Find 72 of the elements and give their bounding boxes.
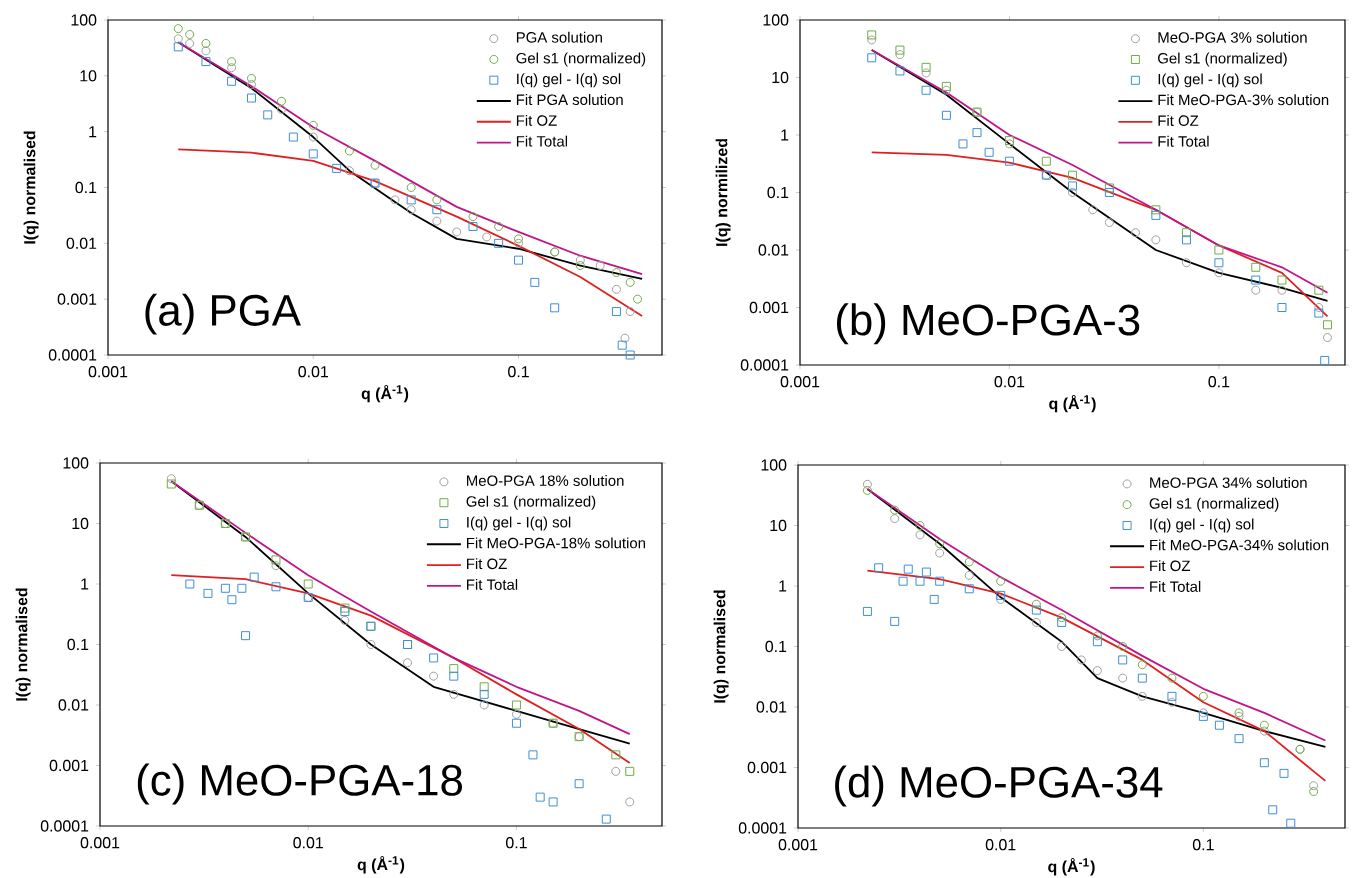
- y-tick-label: 0.01: [58, 699, 89, 711]
- legend-label: Gel s1 (normalized): [516, 52, 646, 67]
- y-tick-label: 0.001: [749, 301, 789, 314]
- legend-label: I(q) gel - I(q) sol: [1158, 73, 1262, 88]
- x-tick-label: 0.1: [1208, 376, 1230, 388]
- legend-label: MeO-PGA 34% solution: [1150, 477, 1307, 488]
- legend-label: Fit OZ: [516, 114, 557, 126]
- legend-label: Gel s1 (normalized): [1149, 497, 1279, 512]
- legend-label: Fit Total: [1150, 580, 1201, 592]
- y-tick-label: 1: [779, 580, 787, 592]
- legend-label: Fit Total: [467, 578, 518, 590]
- legend-label: Fit Total: [516, 135, 568, 147]
- legend-label: Fit OZ: [467, 558, 507, 570]
- legend-label: Fit MeO-PGA-18% solution: [467, 537, 646, 549]
- x-tick-label: 0.01: [298, 366, 328, 378]
- y-tick-label: 0.1: [67, 638, 89, 651]
- legend-label: Fit OZ: [1158, 114, 1199, 126]
- legend-label: Fit MeO-PGA-3% solution: [1158, 94, 1329, 106]
- y-tick-label: 1: [81, 578, 89, 590]
- x-tick-label: 0.01: [293, 837, 323, 849]
- y-tick-label: 10: [72, 517, 89, 530]
- y-tick-label: 0.01: [66, 237, 97, 249]
- legend-label: Gel s1 (normalized): [466, 495, 596, 510]
- annotation: (b) MeO-PGA-3: [837, 303, 1140, 345]
- x-axis-title: q (Å$^{-1}$): [1048, 858, 1095, 876]
- x-tick-label: 0.01: [994, 376, 1025, 388]
- y-tick-label: 0.001: [49, 759, 89, 772]
- y-tick-label: 0.0001: [48, 349, 97, 361]
- annotation: (d) MeO-PGA-34: [835, 765, 1163, 807]
- y-tick-label: 10: [80, 70, 97, 82]
- y-tick-label: 10: [772, 71, 789, 84]
- legend-label: I(q) gel - I(q) sol: [467, 516, 571, 531]
- y-tick-label: 0.0001: [740, 359, 789, 371]
- y-axis-title: I(q) normalised: [713, 590, 729, 703]
- y-tick-label: 0.0001: [40, 820, 89, 832]
- y-tick-label: 0.1: [765, 640, 787, 653]
- legend-label: MeO-PGA 18% solution: [467, 475, 624, 486]
- y-tick-label: 1: [89, 126, 97, 138]
- x-axis-title: q (Å$^{-1}$): [361, 385, 409, 403]
- y-tick-label: 0.001: [747, 761, 787, 774]
- y-axis-title: I(q) normalised: [15, 588, 31, 701]
- y-tick-label: 10: [770, 519, 787, 532]
- annotation: (a) PGA: [145, 293, 301, 335]
- legend-label: I(q) gel - I(q) sol: [1150, 518, 1254, 533]
- y-tick-label: 0.0001: [738, 822, 787, 834]
- y-tick-label: 100: [763, 14, 789, 26]
- legend-label: Fit PGA solution: [516, 94, 623, 106]
- y-tick-label: 0.1: [75, 181, 97, 194]
- x-tick-label: 0.1: [1192, 839, 1214, 851]
- y-tick-label: 0.01: [758, 244, 789, 256]
- legend-label: I(q) gel - I(q) sol: [517, 73, 621, 88]
- y-axis-title: I(q) normilized: [715, 139, 731, 246]
- y-tick-label: 1: [781, 129, 789, 141]
- y-tick-label: 0.01: [756, 701, 787, 713]
- legend-label: PGA solution: [516, 31, 602, 43]
- y-axis-title: I(q) normalised: [23, 131, 39, 244]
- legend-label: Gel s1 (normalized): [1158, 52, 1287, 67]
- y-tick-label: 100: [63, 457, 89, 469]
- legend-label: Fit Total: [1158, 135, 1209, 147]
- y-tick-label: 100: [761, 459, 787, 471]
- x-tick-label: 0.1: [506, 837, 527, 849]
- x-tick-label: 0.01: [985, 839, 1016, 851]
- y-tick-label: 0.001: [57, 293, 97, 305]
- y-tick-label: 0.1: [767, 186, 789, 199]
- y-tick-label: 100: [71, 14, 97, 26]
- legend-label: MeO-PGA 3% solution: [1158, 31, 1307, 43]
- x-tick-label: 0.1: [508, 366, 529, 378]
- legend-label: Fit MeO-PGA-34% solution: [1150, 539, 1329, 551]
- annotation: (c) MeO-PGA-18: [137, 763, 462, 805]
- x-axis-title: q (Å$^{-1}$): [1049, 395, 1096, 413]
- legend-label: Fit OZ: [1150, 560, 1190, 572]
- x-axis-title: q (Å$^{-1}$): [357, 856, 405, 874]
